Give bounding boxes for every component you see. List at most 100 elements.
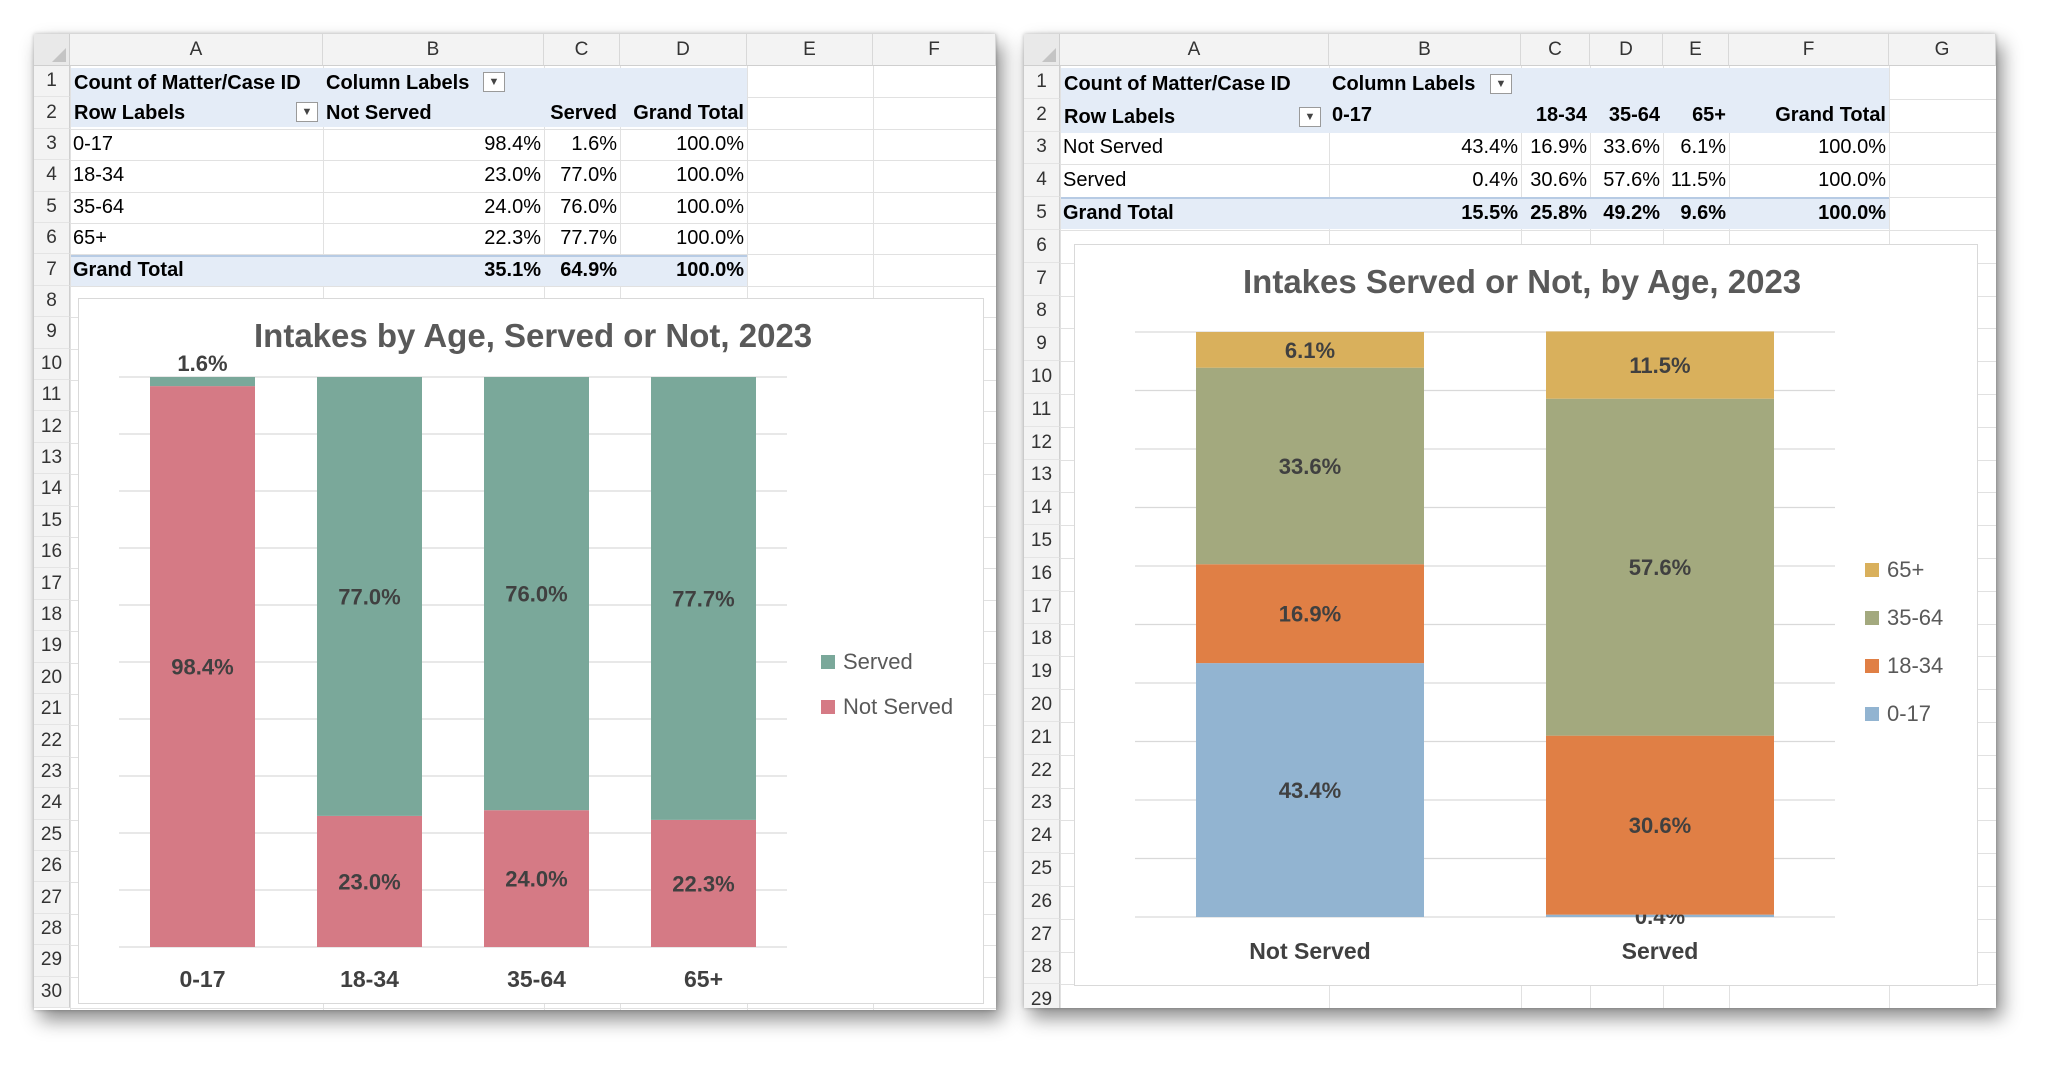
row-header[interactable]: 8 — [34, 285, 70, 318]
row-header[interactable]: 9 — [1024, 328, 1060, 362]
column-header-a[interactable]: A — [70, 34, 323, 66]
column-header-d[interactable]: D — [1590, 34, 1663, 66]
bar-0-17-served[interactable] — [1546, 914, 1774, 917]
bar-35-64-served[interactable] — [1546, 398, 1774, 736]
row-header[interactable]: 3 — [1024, 131, 1060, 165]
row-header[interactable]: 12 — [34, 411, 70, 443]
column-header-c[interactable]: C — [1521, 34, 1590, 66]
row-header[interactable]: 5 — [1024, 197, 1060, 230]
bar-18-34-not-served[interactable] — [1196, 564, 1424, 664]
bar-18-34-served[interactable] — [1546, 735, 1774, 915]
row-header[interactable]: 12 — [1024, 426, 1060, 460]
column-header-a[interactable]: A — [1060, 34, 1329, 66]
row-header[interactable]: 24 — [34, 788, 70, 820]
row-header[interactable]: 7 — [34, 254, 70, 286]
row-header[interactable]: 2 — [34, 97, 70, 129]
row-header[interactable]: 7 — [1024, 262, 1060, 296]
row-labels-filter-button[interactable]: ▼ — [296, 102, 318, 122]
row-header[interactable]: 25 — [1024, 853, 1060, 886]
row-header[interactable]: 8 — [1024, 295, 1060, 329]
column-header-f[interactable]: F — [1729, 34, 1889, 66]
row-header[interactable]: 9 — [34, 317, 70, 349]
row-header[interactable]: 17 — [1024, 590, 1060, 624]
row-header[interactable]: 3 — [34, 128, 70, 161]
row-header[interactable]: 27 — [34, 882, 70, 914]
column-header-e[interactable]: E — [747, 34, 873, 66]
bar-35-64-not-served[interactable] — [1196, 367, 1424, 565]
bar-0-17-not-served[interactable] — [1196, 663, 1424, 917]
bar-served-35-64[interactable] — [484, 377, 589, 811]
row-header[interactable]: 18 — [34, 599, 70, 632]
row-header[interactable]: 2 — [1024, 98, 1060, 132]
row-header[interactable]: 22 — [1024, 754, 1060, 788]
bar-served-65-[interactable] — [651, 377, 756, 820]
row-header[interactable]: 13 — [1024, 459, 1060, 493]
column-header-e[interactable]: E — [1663, 34, 1729, 66]
column-labels-filter-button[interactable]: ▼ — [483, 72, 505, 92]
row-header[interactable]: 19 — [1024, 656, 1060, 690]
row-header[interactable]: 29 — [1024, 984, 1060, 1008]
row-header[interactable]: 18 — [1024, 623, 1060, 657]
row-header[interactable]: 15 — [34, 505, 70, 537]
bar-served-0-17[interactable] — [150, 377, 255, 387]
row-header[interactable]: 27 — [1024, 918, 1060, 952]
legend-item-served[interactable]: Served — [821, 649, 913, 675]
row-header[interactable]: 23 — [1024, 787, 1060, 821]
column-header-g[interactable]: G — [1889, 34, 1996, 66]
row-header[interactable]: 19 — [34, 631, 70, 663]
row-header[interactable]: 20 — [1024, 689, 1060, 722]
legend-item-35-64[interactable]: 35-64 — [1865, 605, 1943, 631]
row-header[interactable]: 13 — [34, 442, 70, 475]
select-all-corner[interactable] — [1024, 34, 1060, 66]
row-header[interactable]: 30 — [34, 976, 70, 1008]
row-header[interactable]: 4 — [34, 160, 70, 192]
bar-65--served[interactable] — [1546, 331, 1774, 399]
column-header-f[interactable]: F — [873, 34, 996, 66]
row-header[interactable]: 23 — [34, 756, 70, 789]
row-header[interactable]: 14 — [34, 474, 70, 506]
row-header[interactable]: 5 — [34, 191, 70, 223]
row-header[interactable]: 21 — [34, 694, 70, 726]
select-all-corner[interactable] — [34, 34, 70, 66]
row-header[interactable]: 16 — [1024, 558, 1060, 591]
row-header[interactable]: 20 — [34, 662, 70, 694]
row-header[interactable]: 10 — [1024, 361, 1060, 394]
row-header[interactable]: 29 — [34, 945, 70, 977]
row-header[interactable]: 11 — [34, 380, 70, 412]
column-header-b[interactable]: B — [1329, 34, 1521, 66]
bar-not-served-35-64[interactable] — [484, 810, 589, 947]
column-header-c[interactable]: C — [544, 34, 620, 66]
row-header[interactable]: 28 — [1024, 951, 1060, 985]
row-header[interactable]: 6 — [34, 223, 70, 255]
row-header[interactable]: 25 — [34, 819, 70, 851]
row-header[interactable]: 10 — [34, 348, 70, 380]
bar-not-served-18-34[interactable] — [317, 815, 422, 947]
column-header-d[interactable]: D — [620, 34, 747, 66]
legend-item-not-served[interactable]: Not Served — [821, 694, 953, 720]
bar-served-18-34[interactable] — [317, 377, 422, 816]
column-labels-filter-button[interactable]: ▼ — [1490, 74, 1512, 94]
bar-not-served-0-17[interactable] — [150, 386, 255, 947]
legend-item-65plus[interactable]: 65+ — [1865, 557, 1924, 583]
row-header[interactable]: 22 — [34, 725, 70, 757]
row-header[interactable]: 14 — [1024, 492, 1060, 526]
row-header[interactable]: 28 — [34, 913, 70, 946]
right-chart-area[interactable]: Intakes Served or Not, by Age, 2023 43.4… — [1074, 244, 1978, 986]
row-header[interactable]: 26 — [1024, 886, 1060, 919]
row-header[interactable]: 1 — [34, 66, 70, 98]
left-chart-area[interactable]: Intakes by Age, Served or Not, 2023 98.4… — [78, 298, 984, 1004]
row-header[interactable]: 11 — [1024, 394, 1060, 427]
row-header[interactable]: 21 — [1024, 722, 1060, 755]
column-header-b[interactable]: B — [323, 34, 544, 66]
legend-item-18-34[interactable]: 18-34 — [1865, 653, 1943, 679]
row-header[interactable]: 16 — [34, 537, 70, 569]
row-labels-filter-button[interactable]: ▼ — [1299, 107, 1321, 127]
row-header[interactable]: 1 — [1024, 66, 1060, 99]
row-header[interactable]: 24 — [1024, 820, 1060, 854]
bar-65--not-served[interactable] — [1196, 332, 1424, 368]
row-header[interactable]: 26 — [34, 851, 70, 883]
row-header[interactable]: 4 — [1024, 164, 1060, 198]
row-header[interactable]: 17 — [34, 568, 70, 600]
row-header[interactable]: 6 — [1024, 230, 1060, 263]
bar-not-served-65-[interactable] — [651, 819, 756, 947]
